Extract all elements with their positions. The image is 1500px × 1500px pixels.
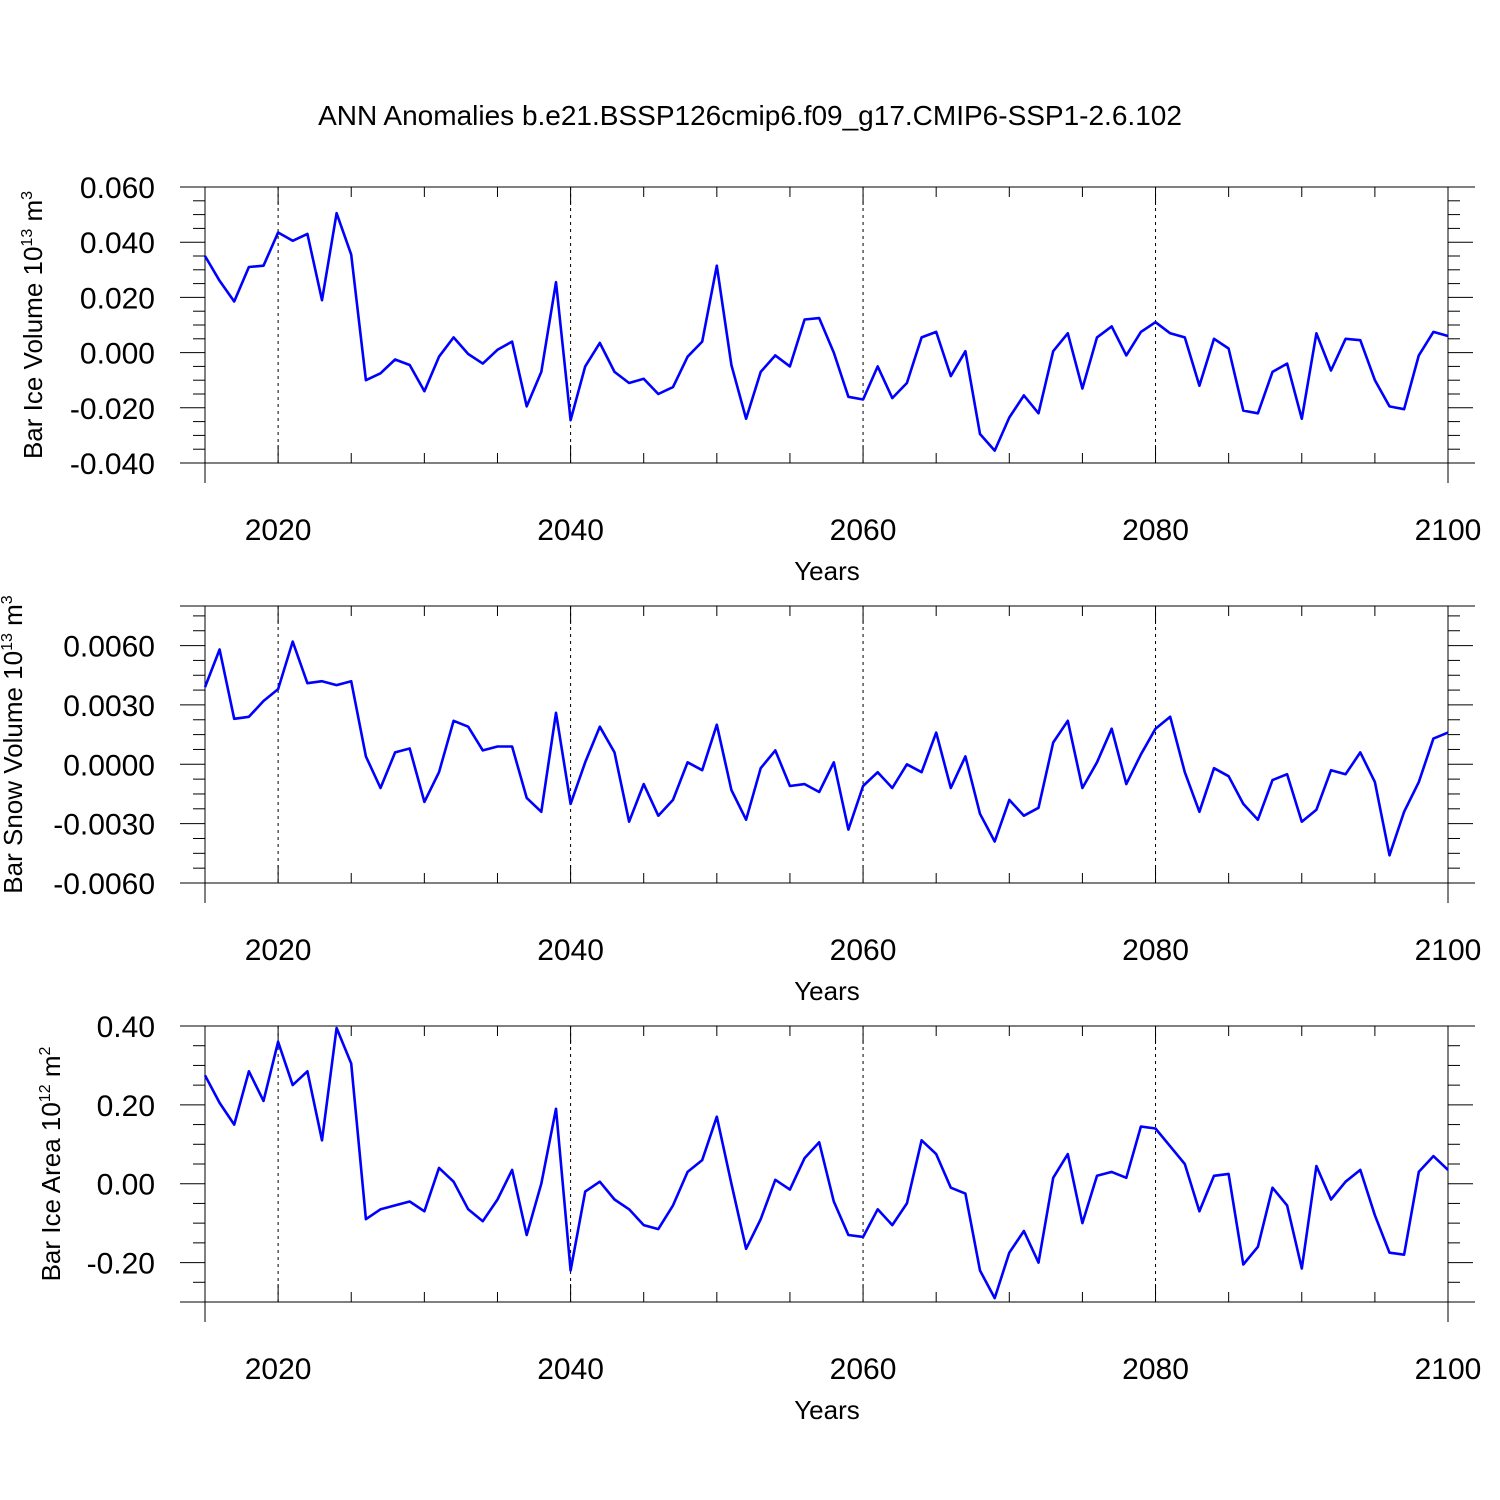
x-tick-label: 2040 [537, 1353, 604, 1386]
y-axis-label: Bar Ice Area 1012 m2 [36, 1046, 66, 1281]
series-line-ice-area [203, 1026, 1449, 1300]
x-tick-label: 2020 [245, 514, 312, 547]
x-tick-label: 2060 [830, 514, 897, 547]
chart-title: ANN Anomalies b.e21.BSSP126cmip6.f09_g17… [318, 100, 1182, 131]
panel-ice-area: -0.20 0.00 0.20 0.40 2020 2040 2060 2080 2100 Yea… [36, 1011, 1481, 1425]
x-tick-label: 2080 [1122, 1353, 1189, 1386]
y-tick-label: -0.020 [70, 393, 155, 426]
x-axis-label: Years [794, 556, 860, 586]
y-tick-label: 0.0060 [63, 631, 155, 664]
x-tick-label: 2040 [537, 934, 604, 967]
y-tick-label: 0.060 [80, 172, 155, 205]
series-line-ice-volume [203, 211, 1449, 452]
x-tick-label: 2080 [1122, 514, 1189, 547]
series-line-snow-volume [203, 640, 1449, 857]
x-tick-label: 2020 [245, 934, 312, 967]
y-tick-label: 0.0030 [63, 690, 155, 723]
y-tick-label: -0.0060 [53, 868, 155, 901]
y-tick-label: 0.40 [97, 1011, 155, 1044]
y-tick-label: -0.0030 [53, 809, 155, 842]
y-tick-label: -0.20 [87, 1248, 155, 1281]
y-axis-label: Bar Snow Volume 1013 m3 [0, 595, 28, 894]
y-tick-label: 0.000 [80, 338, 155, 371]
x-tick-label: 2100 [1415, 1353, 1482, 1386]
y-tick-label: 0.20 [97, 1090, 155, 1123]
y-tick-label: 0.020 [80, 282, 155, 315]
x-tick-label: 2100 [1415, 514, 1482, 547]
x-tick-label: 2100 [1415, 934, 1482, 967]
x-axis-label: Years [794, 976, 860, 1006]
panel-ice-volume: -0.040 -0.020 0.000 0.020 0.040 0.060 2020 2040… [18, 172, 1481, 586]
panel-snow-volume: -0.0060 -0.0030 0.0000 0.0030 0.0060 2020 2040… [0, 595, 1481, 1006]
x-tick-label: 2060 [830, 934, 897, 967]
y-tick-label: -0.040 [70, 448, 155, 481]
y-tick-label: 0.00 [97, 1169, 155, 1202]
x-tick-label: 2020 [245, 1353, 312, 1386]
x-axis-label: Years [794, 1395, 860, 1425]
x-tick-label: 2080 [1122, 934, 1189, 967]
y-tick-label: 0.040 [80, 227, 155, 260]
x-tick-label: 2040 [537, 514, 604, 547]
x-tick-label: 2060 [830, 1353, 897, 1386]
y-axis-label: Bar Ice Volume 1013 m3 [18, 191, 48, 459]
y-tick-label: 0.0000 [63, 749, 155, 782]
